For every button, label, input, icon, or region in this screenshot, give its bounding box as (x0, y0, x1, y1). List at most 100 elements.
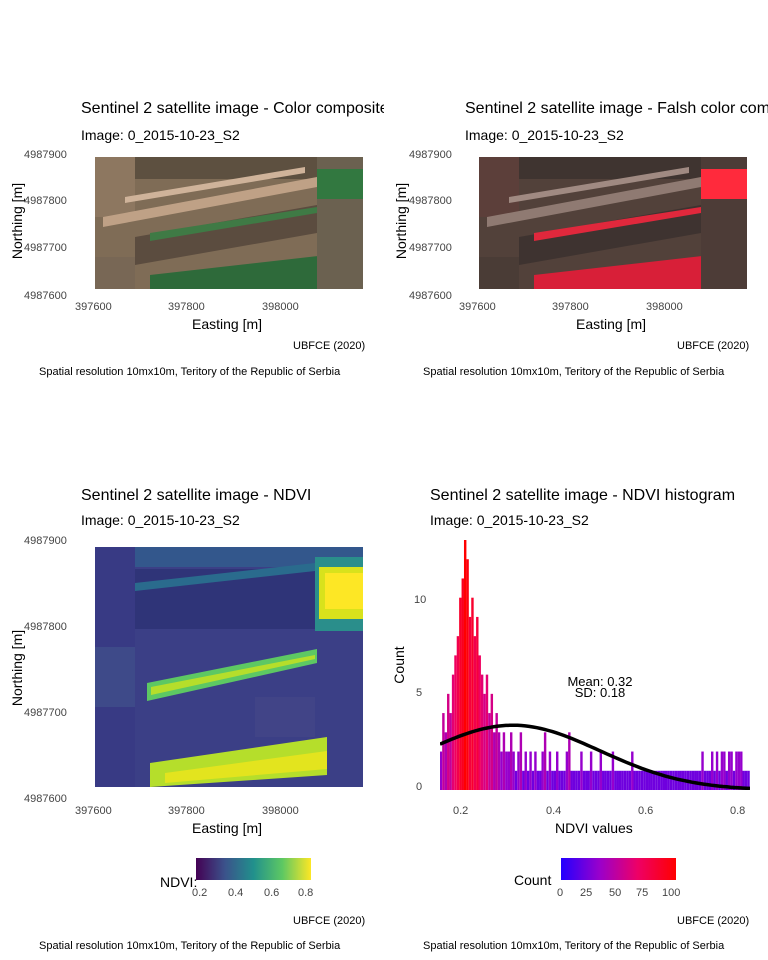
panel4-legend-tick-50: 50 (609, 887, 622, 899)
histogram-bar (463, 540, 467, 790)
panel3-legend-tick-4: 0.8 (298, 887, 314, 899)
panel3-legend-tick-1: 0.2 (192, 887, 208, 899)
histogram-bar (568, 732, 571, 790)
panel3-ndvi-map (95, 547, 363, 787)
histogram-bar (575, 770, 578, 790)
histogram-bar (543, 732, 547, 790)
histogram-svg (440, 540, 750, 790)
histogram-bar (635, 770, 639, 790)
histogram-bar (570, 770, 573, 790)
histogram-bar (648, 770, 651, 790)
panel1-xtick-1: 397600 (75, 301, 112, 313)
panel1-ylabel: Northing [m] (9, 182, 25, 260)
panel4-stats: Mean: 0.32 SD: 0.18 (560, 675, 640, 699)
histogram-bar (585, 770, 588, 790)
histogram-bar (577, 770, 581, 790)
histogram-bar (720, 751, 724, 790)
panel4-legend-tick-100: 100 (662, 887, 681, 899)
histogram-bar (732, 770, 736, 790)
histogram-bar (471, 597, 474, 790)
panel4-ylabel: Count (391, 646, 407, 684)
panel3-xtick-2: 397800 (168, 805, 205, 817)
histogram-bar (735, 751, 738, 790)
histogram-bar (468, 616, 472, 790)
histogram-bar (698, 770, 702, 790)
histogram-bar (667, 770, 670, 790)
histogram-bar (514, 770, 518, 790)
histogram-bar (502, 732, 506, 790)
histogram-bar (599, 751, 603, 790)
histogram-bar (737, 751, 741, 790)
panel1-xtick-3: 398000 (262, 301, 299, 313)
panel2-ytick-3: 4987700 (409, 242, 452, 254)
histogram-bar (614, 770, 617, 790)
histogram-bar (730, 751, 733, 790)
histogram-bar (715, 751, 719, 790)
histogram-bar (480, 674, 484, 790)
histogram-bar (701, 751, 704, 790)
panel4-legend-title: Count (514, 872, 552, 888)
panel2-subtitle: Image: 0_2015-10-23_S2 (465, 127, 624, 143)
histogram-bar (633, 770, 636, 790)
histogram-bar (449, 713, 452, 790)
panel2-ytick-1: 4987900 (409, 149, 452, 161)
panel3-ylabel: Northing [m] (9, 629, 25, 707)
histogram-bar (718, 770, 721, 790)
panel1-color-composite-image (95, 157, 363, 289)
histogram-bar (703, 770, 707, 790)
histogram-bar (587, 770, 590, 790)
histogram-bar (725, 770, 728, 790)
panel3-title: Sentinel 2 satellite image - NDVI (81, 487, 312, 504)
histogram-bar (541, 751, 544, 790)
histogram-bar (672, 770, 675, 790)
panel4-credit: UBFCE (2020) (677, 915, 750, 927)
histogram-bar (461, 578, 464, 790)
panel4-legend-colorbar (561, 858, 676, 880)
histogram-bar (551, 770, 554, 790)
histogram-bar (497, 732, 501, 790)
histogram-bar (645, 770, 649, 790)
histogram-bar (524, 751, 527, 790)
histogram-bar (507, 751, 510, 790)
panel2-title: Sentinel 2 satellite image - Falsh color… (465, 100, 768, 117)
panel2-xlabel: Easting [m] (576, 316, 647, 332)
panel1-ytick-2: 4987800 (24, 195, 67, 207)
histogram-bar (618, 770, 622, 790)
histogram-bar (631, 751, 634, 790)
panel4-xtick-4: 0.8 (730, 805, 746, 817)
histogram-bar (488, 713, 491, 790)
histogram-bar (628, 770, 632, 790)
histogram-bar (490, 693, 494, 790)
histogram-bar (691, 770, 695, 790)
histogram-bar (522, 770, 525, 790)
panel4-legend-tick-25: 25 (580, 887, 593, 899)
histogram-bar (744, 770, 748, 790)
histogram-bar (451, 674, 455, 790)
histogram-bar (548, 751, 552, 790)
histogram-bar (740, 751, 743, 790)
histogram-bar (594, 770, 598, 790)
histogram-bar (660, 770, 663, 790)
histogram-bar (536, 770, 540, 790)
histogram-bar (531, 770, 535, 790)
histogram-bar (560, 770, 564, 790)
panel4-ytick-5: 5 (416, 687, 423, 699)
panel4-xtick-1: 0.2 (453, 805, 469, 817)
panel4-legend-tick-75: 75 (636, 887, 649, 899)
panel2-credit: UBFCE (2020) (677, 340, 750, 352)
histogram-bar (727, 751, 731, 790)
panel3-xtick-3: 398000 (262, 805, 299, 817)
panel1-credit: UBFCE (2020) (293, 340, 366, 352)
panel3-ytick-2: 4987800 (24, 621, 67, 633)
panel1-caption: Spatial resolution 10mx10m, Teritory of … (39, 366, 341, 378)
histogram-bar (696, 770, 699, 790)
panel4-ytick-0: 0 (416, 781, 423, 793)
histogram-bar (485, 674, 489, 790)
histogram-bar (454, 655, 457, 790)
histogram-bar (517, 751, 520, 790)
histogram-bar (708, 770, 712, 790)
panel3-subtitle: Image: 0_2015-10-23_S2 (81, 512, 240, 528)
histogram-bar (652, 770, 656, 790)
histogram-bar (638, 770, 641, 790)
panel4-xtick-3: 0.6 (638, 805, 654, 817)
